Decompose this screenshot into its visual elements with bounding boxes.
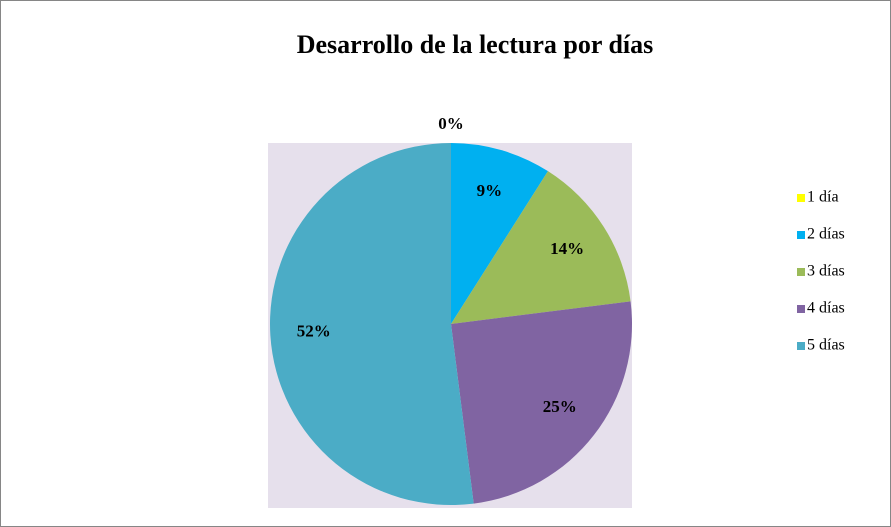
pie-slice [451,171,631,324]
legend-swatch [797,342,805,350]
pie-slice [451,143,548,324]
legend-swatch [797,268,805,276]
data-label: 9% [477,181,503,200]
data-label: 25% [543,397,577,416]
legend-label: 2 días [807,226,845,243]
legend-label: 1 día [807,189,839,206]
data-label: 0% [438,114,464,133]
legend-swatch [797,231,805,239]
pie-slice [451,301,632,504]
data-label: 14% [550,239,584,258]
pie-slice [270,143,474,505]
legend-label: 4 días [807,300,845,317]
legend-swatch [797,194,805,202]
chart-title: Desarrollo de la lectura por días [297,30,654,59]
legend-label: 3 días [807,263,845,280]
data-label: 52% [297,322,331,341]
legend-swatch [797,305,805,313]
legend-label: 5 días [807,337,845,354]
